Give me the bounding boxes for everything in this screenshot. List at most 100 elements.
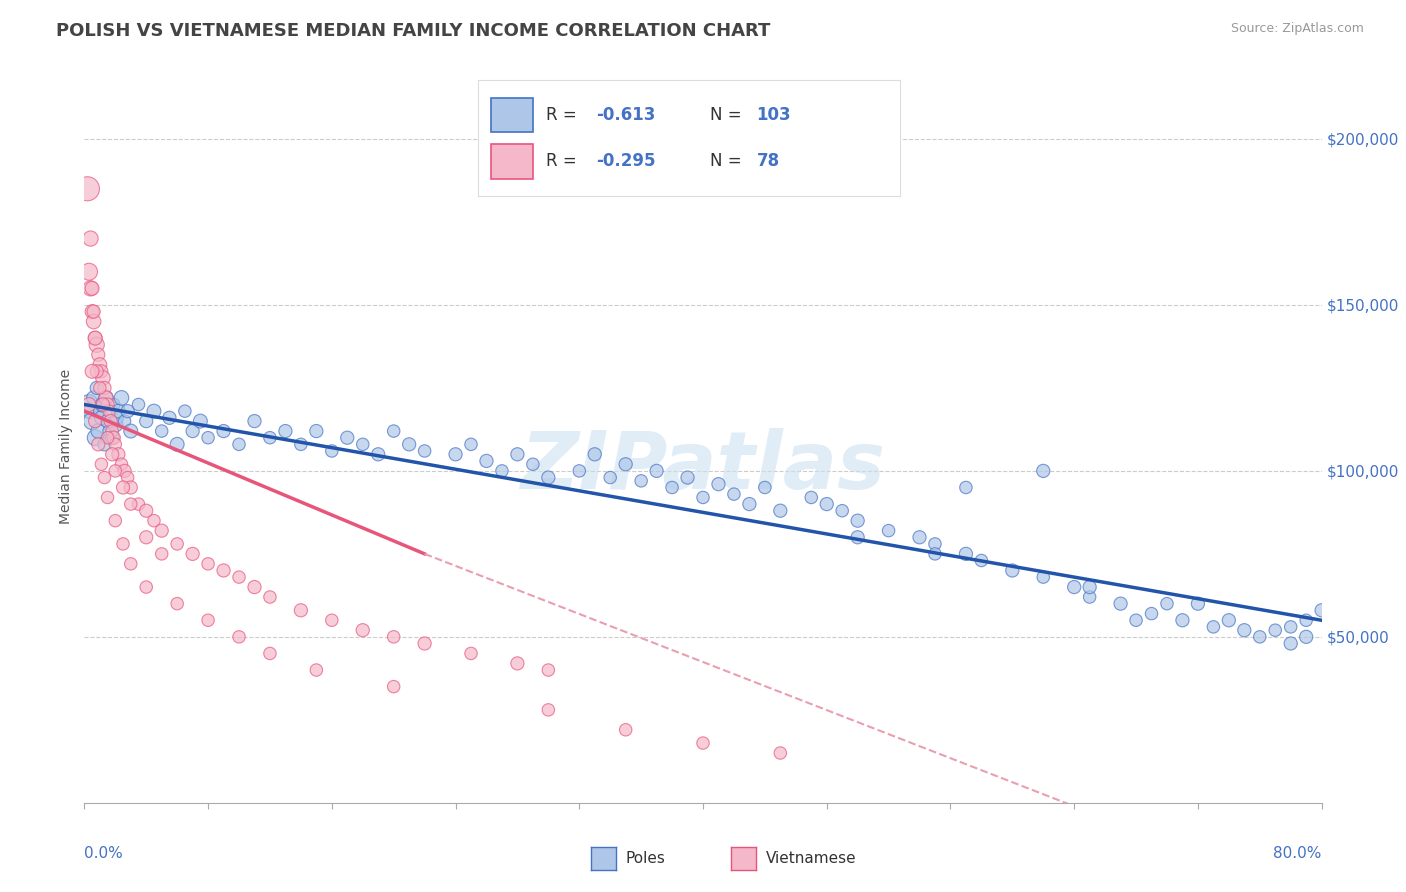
Point <box>259 647 281 661</box>
Point <box>101 431 124 445</box>
Point <box>83 314 105 328</box>
Point <box>846 530 869 544</box>
Point <box>661 481 683 495</box>
Point <box>769 746 792 760</box>
Point <box>1202 620 1225 634</box>
Point <box>568 464 591 478</box>
Point <box>101 447 124 461</box>
Point <box>537 663 560 677</box>
Point <box>1249 630 1271 644</box>
Point <box>367 447 389 461</box>
Point <box>77 397 100 411</box>
Point <box>89 358 111 372</box>
Point <box>96 491 118 505</box>
Point <box>645 464 668 478</box>
Point <box>93 381 115 395</box>
Point <box>150 424 173 438</box>
Point <box>382 630 405 644</box>
Point <box>1032 570 1054 584</box>
Point <box>243 414 266 428</box>
Point <box>107 447 129 461</box>
Point <box>815 497 838 511</box>
Point <box>537 703 560 717</box>
Point <box>212 564 235 578</box>
Point <box>166 537 188 551</box>
Point <box>82 281 104 295</box>
Point <box>1156 597 1178 611</box>
Point <box>100 414 122 428</box>
Point <box>908 530 931 544</box>
Point <box>1187 597 1209 611</box>
Point <box>630 474 652 488</box>
Point <box>120 497 142 511</box>
Point <box>135 580 157 594</box>
Point <box>1171 613 1194 627</box>
Point <box>228 437 250 451</box>
Point <box>692 736 714 750</box>
Text: N =: N = <box>710 106 747 124</box>
Point <box>100 404 122 418</box>
FancyBboxPatch shape <box>491 144 533 178</box>
Point <box>103 397 125 411</box>
Point <box>104 514 127 528</box>
Point <box>117 470 139 484</box>
Point <box>114 464 136 478</box>
Point <box>290 603 312 617</box>
Point <box>93 437 115 451</box>
Point <box>444 447 467 461</box>
Point <box>110 391 132 405</box>
Point <box>143 514 166 528</box>
Point <box>79 231 101 245</box>
Point <box>924 547 946 561</box>
Point <box>352 624 374 638</box>
Point <box>87 348 110 362</box>
Text: 103: 103 <box>756 106 792 124</box>
Point <box>84 431 107 445</box>
Point <box>87 437 110 451</box>
Point <box>212 424 235 438</box>
Point <box>1233 624 1256 638</box>
Point <box>86 381 108 395</box>
Point <box>89 404 111 418</box>
Point <box>522 457 544 471</box>
Point <box>101 424 124 438</box>
Text: Poles: Poles <box>626 851 665 865</box>
Point <box>305 424 328 438</box>
Point <box>831 504 853 518</box>
Text: 80.0%: 80.0% <box>1274 846 1322 861</box>
Point <box>107 404 129 418</box>
Text: -0.613: -0.613 <box>596 106 655 124</box>
Text: -0.295: -0.295 <box>596 153 655 170</box>
Point <box>583 447 606 461</box>
Point <box>259 431 281 445</box>
Point <box>1264 624 1286 638</box>
Point <box>769 504 792 518</box>
Point <box>96 414 118 428</box>
Text: 78: 78 <box>756 153 779 170</box>
Point <box>228 630 250 644</box>
Point <box>197 431 219 445</box>
Point <box>84 331 107 345</box>
Point <box>924 537 946 551</box>
Point <box>104 464 127 478</box>
Point <box>537 470 560 484</box>
Y-axis label: Median Family Income: Median Family Income <box>59 368 73 524</box>
Point <box>166 437 188 451</box>
Point <box>1218 613 1240 627</box>
Point <box>94 391 117 405</box>
Point <box>1125 613 1147 627</box>
Point <box>398 437 420 451</box>
Point <box>614 723 637 737</box>
Point <box>98 424 121 438</box>
Point <box>352 437 374 451</box>
Point <box>114 414 136 428</box>
Point <box>290 437 312 451</box>
Point <box>955 547 977 561</box>
Point <box>970 553 993 567</box>
Point <box>93 470 115 484</box>
Point <box>89 381 111 395</box>
Point <box>506 657 529 671</box>
Point <box>1063 580 1085 594</box>
Point <box>599 470 621 484</box>
Text: R =: R = <box>546 106 582 124</box>
